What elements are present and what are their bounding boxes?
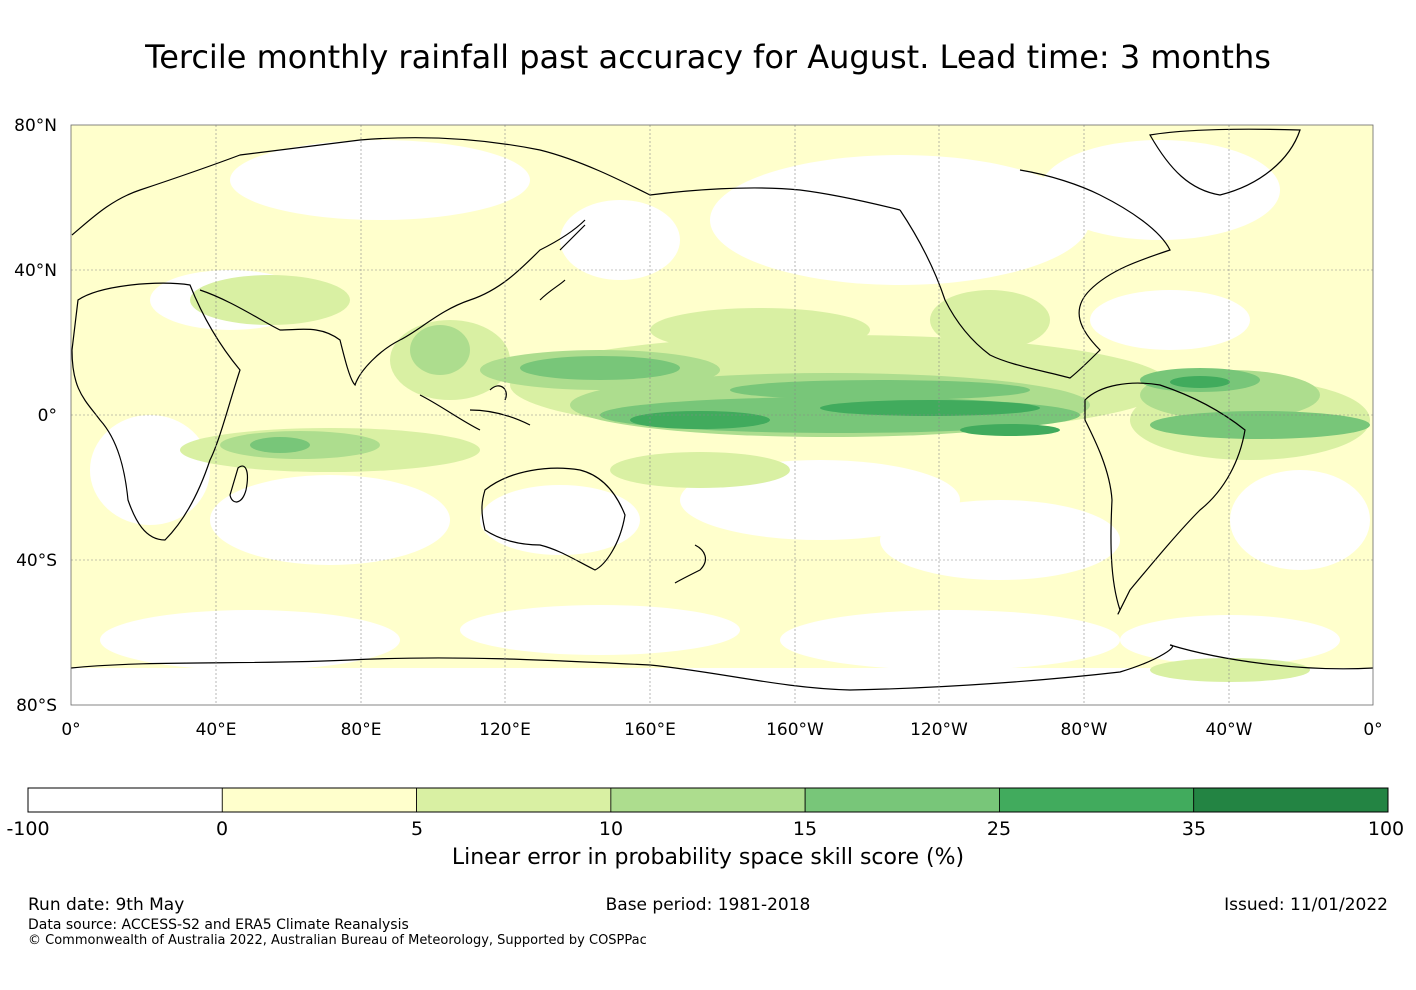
colorbar-segment <box>1193 787 1389 813</box>
colorbar-tick: 25 <box>987 818 1011 840</box>
colorbar-tick: 100 <box>1368 818 1404 840</box>
colorbar-tick: 5 <box>411 818 423 840</box>
colorbar-segment <box>610 787 806 813</box>
colorbar-tick: -100 <box>6 818 49 840</box>
lat-label: 80°N <box>14 116 57 136</box>
lon-label: 80°W <box>1061 720 1108 740</box>
lon-label: 120°W <box>910 720 968 740</box>
lon-label: 120°E <box>479 720 531 740</box>
lon-label: 0° <box>1363 720 1382 740</box>
coastlines <box>71 128 1373 691</box>
latitude-labels: 80°N 40°N 0° 40°S 80°S <box>14 116 57 716</box>
graticule <box>71 125 1373 705</box>
map-frame <box>70 124 1374 706</box>
data-source: Data source: ACCESS-S2 and ERA5 Climate … <box>28 917 409 933</box>
colorbar-tick: 10 <box>599 818 623 840</box>
lat-label: 40°S <box>16 551 57 571</box>
colorbar-tick: 35 <box>1182 818 1206 840</box>
colorbar-tick: 15 <box>793 818 817 840</box>
colorbar-segment <box>416 787 612 813</box>
issued-date: Issued: 11/01/2022 <box>1224 895 1388 915</box>
run-date: Run date: 9th May <box>28 895 185 915</box>
colorbar-segment <box>804 787 1000 813</box>
copyright-notice: © Commonwealth of Australia 2022, Austra… <box>28 933 647 948</box>
lon-label: 160°E <box>624 720 676 740</box>
colorbar-segment <box>27 787 223 813</box>
colorbar-frame <box>27 787 1389 813</box>
lon-label: 80°E <box>341 720 382 740</box>
base-period: Base period: 1981-2018 <box>605 895 811 915</box>
lon-label: 40°W <box>1206 720 1253 740</box>
lon-label: 0° <box>61 720 80 740</box>
lon-label: 40°E <box>196 720 237 740</box>
skill-score-map: 80°N 40°N 0° 40°S 80°S 0° 40°E 80°E 120°… <box>14 116 1383 740</box>
colorbar-label: Linear error in probability space skill … <box>451 845 965 870</box>
skill-25-35-regions <box>630 376 1230 436</box>
longitude-labels: 0° 40°E 80°E 120°E 160°E 160°W 120°W 80°… <box>61 720 1382 740</box>
colorbar-segment <box>221 787 417 813</box>
colorbar: -100 0 5 10 15 25 35 100 <box>6 787 1404 840</box>
lat-label: 40°N <box>14 261 57 281</box>
map-title: Tercile monthly rainfall past accuracy f… <box>145 38 1271 76</box>
colorbar-tick: 0 <box>216 818 228 840</box>
colorbar-segments <box>27 787 1389 813</box>
lat-label: 80°S <box>16 696 57 716</box>
colorbar-segment <box>999 787 1195 813</box>
lon-label: 160°W <box>766 720 824 740</box>
lat-label: 0° <box>38 406 57 426</box>
